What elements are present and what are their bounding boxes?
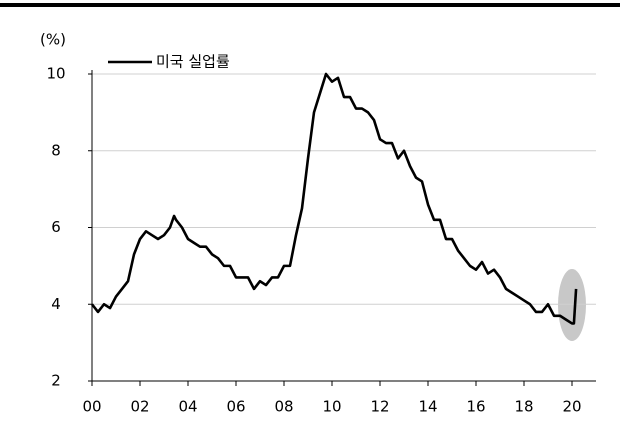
series-line [90, 72, 578, 325]
y-tick-label: 10 [46, 65, 65, 83]
x-tick-label: 04 [178, 398, 197, 416]
y-tick-label: 2 [51, 372, 61, 390]
legend-label: 미국 실업률 [156, 53, 230, 71]
x-tick-label: 14 [418, 398, 437, 416]
highlight [558, 269, 586, 341]
x-tick-label: 00 [82, 398, 101, 416]
top-rule [0, 3, 620, 7]
x-tick-label: 06 [226, 398, 245, 416]
x-tick-label: 20 [562, 398, 581, 416]
y-tick-label: 6 [51, 218, 61, 236]
x-tick-label: 10 [322, 398, 341, 416]
x-tick-label: 02 [130, 398, 149, 416]
y-tick-label: 8 [51, 141, 61, 159]
x-tick-label: 08 [274, 398, 293, 416]
x-tick-label: 18 [514, 398, 533, 416]
y-unit: (%) [40, 31, 66, 49]
x-tick-label: 12 [370, 398, 389, 416]
x-tick-label: 16 [466, 398, 485, 416]
y-tick-label: 4 [51, 295, 61, 313]
